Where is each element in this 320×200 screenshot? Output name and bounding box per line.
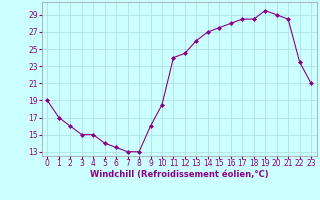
X-axis label: Windchill (Refroidissement éolien,°C): Windchill (Refroidissement éolien,°C) bbox=[90, 170, 268, 179]
